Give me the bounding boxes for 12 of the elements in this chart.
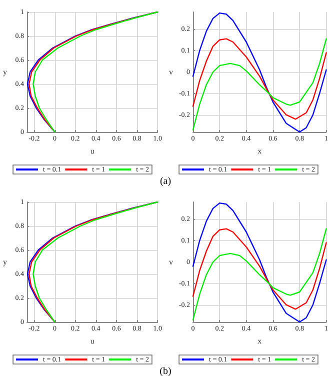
text: (a) — [158, 176, 172, 187]
y-axis-title: y — [3, 68, 7, 76]
text: (b) — [158, 366, 172, 377]
y-axis-title: v — [169, 68, 173, 76]
x-axis-title: x — [258, 336, 262, 346]
x-axis-title: x — [258, 146, 262, 156]
line-series — [192, 202, 327, 323]
x-axis-title: u — [90, 146, 94, 156]
x-axis-title: u — [90, 336, 94, 346]
y-axis-title: v — [169, 258, 173, 266]
line-series — [192, 12, 327, 133]
y-axis-title: y — [3, 258, 7, 266]
